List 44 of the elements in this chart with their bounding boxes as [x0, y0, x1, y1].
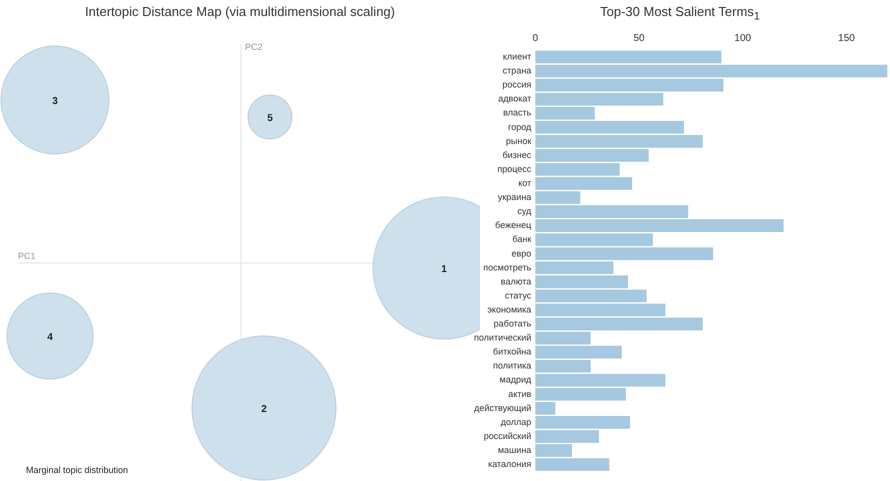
y-tick-label: машина — [498, 445, 532, 456]
text: 5 — [267, 113, 274, 124]
y-tick-label: каталония — [488, 459, 532, 470]
y-tick-label: посмотреть — [483, 262, 532, 272]
y-tick-label: актив — [508, 388, 532, 399]
chart-title: Top-30 Most Salient Terms$_{1}$ — [599, 4, 761, 23]
y-tick-label: банк — [512, 234, 532, 244]
y-tick-label: биткойна — [492, 346, 532, 357]
y-tick-label: статус — [504, 290, 532, 300]
y-tick-label: беженец — [495, 220, 532, 230]
y-tick-label: власть — [503, 108, 532, 118]
y-tick-label: адвокат — [498, 94, 532, 104]
y-tick-label: украина — [498, 192, 532, 202]
y-tick-label: страна — [502, 66, 532, 76]
y-tick-label: процесс — [497, 164, 532, 174]
x-tick-label: 50 — [633, 32, 646, 44]
y-tick-label: политический — [474, 332, 532, 343]
text: 1 — [441, 264, 448, 275]
y-tick-label: валюта — [500, 276, 532, 286]
x-tick-label: 100 — [734, 32, 752, 44]
y-tick-label: суд — [517, 206, 532, 216]
y-tick-label: кот — [518, 178, 532, 188]
text: 2 — [261, 404, 268, 415]
y-tick-label: действующий — [474, 402, 532, 413]
x-tick-label: 0 — [532, 32, 539, 44]
text: 4 — [47, 332, 54, 343]
text: 3 — [52, 96, 58, 107]
text: Marginal topic distribution — [26, 465, 128, 475]
y-tick-label: российский — [484, 430, 532, 441]
y-tick-label: экономика — [487, 304, 532, 314]
y-tick-label: бизнес — [502, 150, 532, 160]
y-tick-label: политика — [493, 360, 532, 371]
y-tick-label: работать — [494, 318, 532, 329]
y-tick-label: клиент — [502, 52, 532, 62]
text: PC2 — [245, 42, 263, 52]
x-tick-label: 150 — [838, 32, 856, 44]
y-tick-label: рынок — [506, 136, 532, 146]
text: Intertopic Distance Map (via multidimensional scaling) — [84, 4, 396, 19]
y-tick-label: мадрид — [500, 374, 532, 385]
y-tick-label: евро — [511, 248, 532, 258]
y-tick-label: россия — [502, 80, 532, 90]
y-tick-label: город — [508, 122, 532, 132]
y-tick-label: доллар — [500, 416, 532, 427]
text: PC1 — [18, 251, 36, 261]
